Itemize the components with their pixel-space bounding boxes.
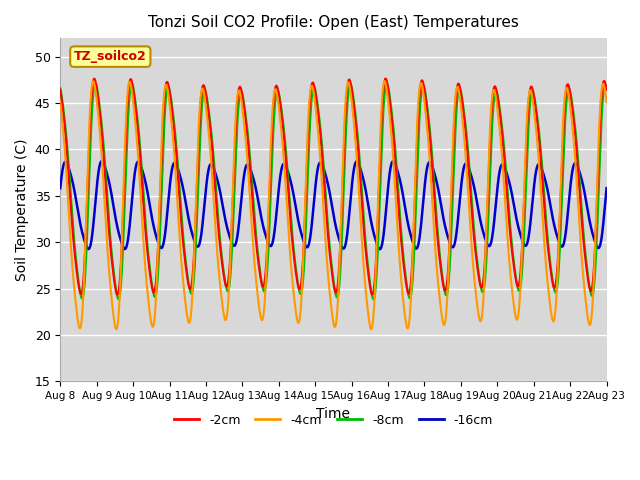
X-axis label: Time: Time (316, 407, 351, 421)
Y-axis label: Soil Temperature (C): Soil Temperature (C) (15, 139, 29, 281)
Title: Tonzi Soil CO2 Profile: Open (East) Temperatures: Tonzi Soil CO2 Profile: Open (East) Temp… (148, 15, 519, 30)
Legend: -2cm, -4cm, -8cm, -16cm: -2cm, -4cm, -8cm, -16cm (169, 409, 498, 432)
Text: TZ_soilco2: TZ_soilco2 (74, 50, 147, 63)
